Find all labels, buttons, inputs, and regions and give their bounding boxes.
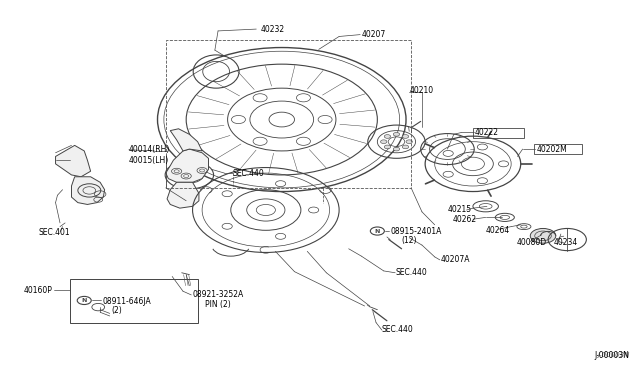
Text: 40207A: 40207A bbox=[441, 255, 470, 264]
Text: 40215: 40215 bbox=[447, 205, 472, 215]
Text: 40234: 40234 bbox=[553, 238, 577, 247]
Circle shape bbox=[531, 228, 556, 243]
Circle shape bbox=[394, 132, 399, 136]
Text: 08911-646JA: 08911-646JA bbox=[102, 297, 151, 306]
Text: SEC.440: SEC.440 bbox=[233, 169, 264, 177]
Text: 40232: 40232 bbox=[260, 25, 284, 33]
Circle shape bbox=[381, 140, 387, 144]
Text: 40160P: 40160P bbox=[24, 286, 52, 295]
Circle shape bbox=[403, 135, 409, 138]
Circle shape bbox=[394, 147, 399, 151]
Circle shape bbox=[403, 145, 409, 149]
Polygon shape bbox=[56, 145, 91, 177]
Text: (12): (12) bbox=[401, 236, 417, 245]
Polygon shape bbox=[167, 182, 199, 208]
Text: 08921-3252A: 08921-3252A bbox=[193, 291, 244, 299]
Text: N: N bbox=[374, 228, 380, 234]
Circle shape bbox=[384, 135, 390, 138]
Text: SEC.401: SEC.401 bbox=[38, 228, 70, 237]
Circle shape bbox=[406, 140, 412, 144]
Polygon shape bbox=[170, 129, 202, 151]
Text: 40210: 40210 bbox=[409, 86, 433, 94]
Text: (2): (2) bbox=[111, 306, 122, 315]
Text: 40015(LH): 40015(LH) bbox=[129, 155, 169, 165]
Text: N: N bbox=[81, 298, 87, 303]
Text: 40202M: 40202M bbox=[537, 145, 568, 154]
Text: SEC.440: SEC.440 bbox=[382, 326, 413, 334]
Circle shape bbox=[384, 145, 390, 149]
Text: 40207: 40207 bbox=[362, 30, 386, 39]
Polygon shape bbox=[166, 149, 209, 182]
Text: 40264: 40264 bbox=[486, 226, 510, 235]
Text: PIN (2): PIN (2) bbox=[205, 300, 231, 309]
Text: J-00003N: J-00003N bbox=[594, 350, 629, 360]
Text: 40262: 40262 bbox=[452, 215, 477, 224]
Text: 08915-2401A: 08915-2401A bbox=[390, 227, 442, 235]
Text: SEC.440: SEC.440 bbox=[395, 268, 427, 277]
Text: 40222: 40222 bbox=[474, 128, 498, 137]
Polygon shape bbox=[72, 177, 104, 205]
Text: J-00003N: J-00003N bbox=[596, 352, 629, 358]
Text: 40080D: 40080D bbox=[516, 238, 547, 247]
Text: 40014(RH): 40014(RH) bbox=[129, 145, 170, 154]
